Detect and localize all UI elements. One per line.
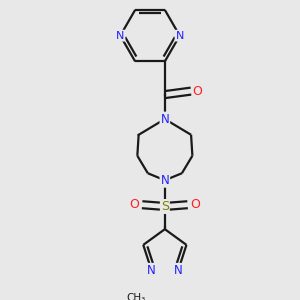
Text: O: O (130, 198, 140, 211)
Text: N: N (176, 31, 184, 41)
Text: S: S (161, 200, 169, 213)
Text: N: N (116, 31, 124, 41)
Text: N: N (160, 112, 169, 126)
Text: N: N (174, 264, 183, 277)
Text: N: N (160, 174, 169, 187)
Text: O: O (190, 198, 200, 211)
Text: CH₃: CH₃ (127, 293, 146, 300)
Text: O: O (192, 85, 202, 98)
Text: N: N (147, 264, 156, 277)
